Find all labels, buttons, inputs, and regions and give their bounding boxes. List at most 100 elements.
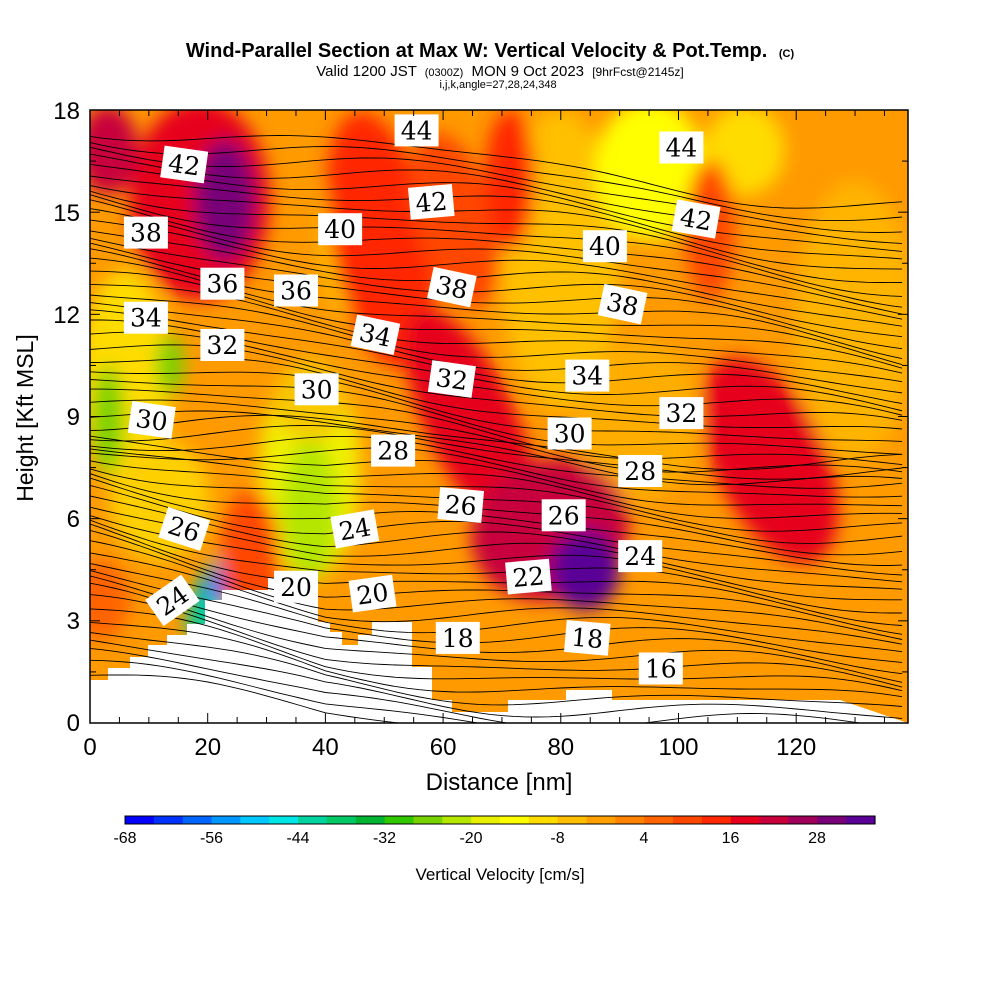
chart-title: Wind-Parallel Section at Max W: Vertical… [186, 40, 767, 62]
isentrope-line [90, 594, 903, 688]
isentrope-line [90, 379, 903, 455]
svg-text:30: 30 [554, 420, 586, 449]
contour-label: 44 [659, 131, 704, 164]
colorbar-swatch [413, 816, 443, 824]
contour-label: 34 [565, 359, 610, 392]
svg-text:32: 32 [665, 399, 697, 428]
chart-subtitle: Valid 1200 JST (0300Z) MON 9 Oct 2023 [9… [316, 63, 684, 80]
axis-ticks [89, 109, 908, 724]
colorbar-tick-label: -32 [373, 830, 396, 847]
contour-label: 18 [435, 621, 480, 654]
svg-text:44: 44 [665, 134, 697, 163]
isentrope-line [90, 506, 903, 590]
isentrope-line [90, 294, 903, 383]
svg-text:22: 22 [511, 561, 545, 593]
colorbar-swatch [817, 816, 847, 824]
contour-label: 44 [394, 114, 439, 147]
svg-text:24: 24 [337, 512, 373, 546]
svg-text:30: 30 [134, 404, 170, 437]
y-tick-label: 18 [53, 98, 80, 125]
y-axis-label: Height [Kft MSL] [12, 334, 38, 501]
svg-text:30: 30 [301, 375, 333, 404]
isentrope-line [90, 608, 903, 692]
colorbar-swatch [471, 816, 501, 824]
svg-text:40: 40 [589, 232, 621, 261]
svg-text:34: 34 [130, 304, 162, 333]
isentrope-line [90, 190, 903, 284]
svg-text:20: 20 [355, 578, 391, 611]
svg-text:32: 32 [434, 363, 470, 396]
contour-label: 42 [671, 199, 721, 239]
colorbar-swatch [701, 816, 732, 824]
svg-text:18: 18 [570, 623, 604, 655]
colorbar-tick-label: 28 [808, 830, 826, 847]
contour-label: 34 [350, 314, 401, 356]
isentrope-line [90, 302, 903, 394]
colorbar-frame [124, 815, 876, 825]
contour-label: 42 [160, 145, 209, 184]
svg-text:20: 20 [280, 573, 312, 602]
contour-label: 42 [407, 184, 455, 220]
x-tick-label: 60 [430, 734, 457, 761]
potential-temperature-contours [90, 135, 903, 723]
svg-text:44: 44 [401, 116, 433, 145]
colorbar-swatch [442, 816, 472, 824]
colorbar-swatch [788, 816, 818, 824]
colorbar-swatch [269, 816, 299, 824]
svg-text:40: 40 [324, 215, 356, 244]
svg-text:18: 18 [442, 624, 474, 653]
isentrope-line [90, 515, 903, 601]
contour-label: 26 [541, 499, 586, 532]
isentrope-line [90, 477, 903, 566]
colorbar-swatch [326, 816, 357, 824]
svg-text:26: 26 [548, 501, 580, 530]
velocity-field [90, 110, 908, 723]
isentrope-line [90, 175, 903, 260]
colorbar-tick-label: 16 [722, 830, 740, 847]
contour-label: 24 [618, 540, 663, 573]
contour-label: 20 [348, 574, 397, 613]
isentrope-line [90, 153, 903, 244]
contour-label: 30 [547, 417, 592, 450]
isentrope-line [90, 142, 903, 222]
isentrope-line [90, 388, 903, 466]
colorbar-swatch [182, 816, 213, 824]
isentrope-line [90, 484, 903, 576]
svg-text:42: 42 [166, 148, 202, 181]
svg-text:28: 28 [624, 457, 656, 486]
colorbar-swatch [644, 816, 674, 824]
isentrope-line [90, 208, 903, 315]
colorbar-swatch [500, 816, 530, 824]
contour-label: 18 [563, 620, 611, 656]
svg-text:36: 36 [280, 277, 312, 306]
isentrope-line [90, 647, 864, 723]
contour-label: 36 [200, 267, 245, 300]
isentrope-line [90, 468, 903, 544]
colorbar-swatch [211, 816, 241, 824]
isentrope-line [90, 519, 903, 614]
isentrope-line [90, 575, 903, 675]
isentrope-line [90, 674, 403, 723]
contour-label: 36 [274, 274, 318, 307]
svg-text:34: 34 [357, 318, 394, 353]
svg-text:28: 28 [377, 437, 409, 466]
colorbar-swatch [730, 816, 761, 824]
isentrope-line [90, 529, 903, 635]
colorbar-tick-label: -68 [113, 830, 136, 847]
colorbar-swatch [298, 816, 328, 824]
contour-label: 26 [437, 487, 485, 523]
contour-label: 40 [582, 230, 627, 263]
y-tick-label: 0 [67, 710, 80, 737]
isentrope-line [90, 414, 903, 470]
contour-label: 22 [505, 558, 552, 595]
colorbar-swatch [846, 816, 876, 824]
colorbar-swatch [557, 816, 588, 824]
terrain-mask [90, 578, 908, 723]
contour-label: 34 [123, 301, 168, 334]
isentrope-line [90, 371, 903, 442]
contour-label: 32 [427, 360, 476, 398]
contour-label: 38 [427, 266, 477, 308]
y-tick-label: 12 [53, 302, 80, 329]
isentrope-line [90, 163, 903, 252]
